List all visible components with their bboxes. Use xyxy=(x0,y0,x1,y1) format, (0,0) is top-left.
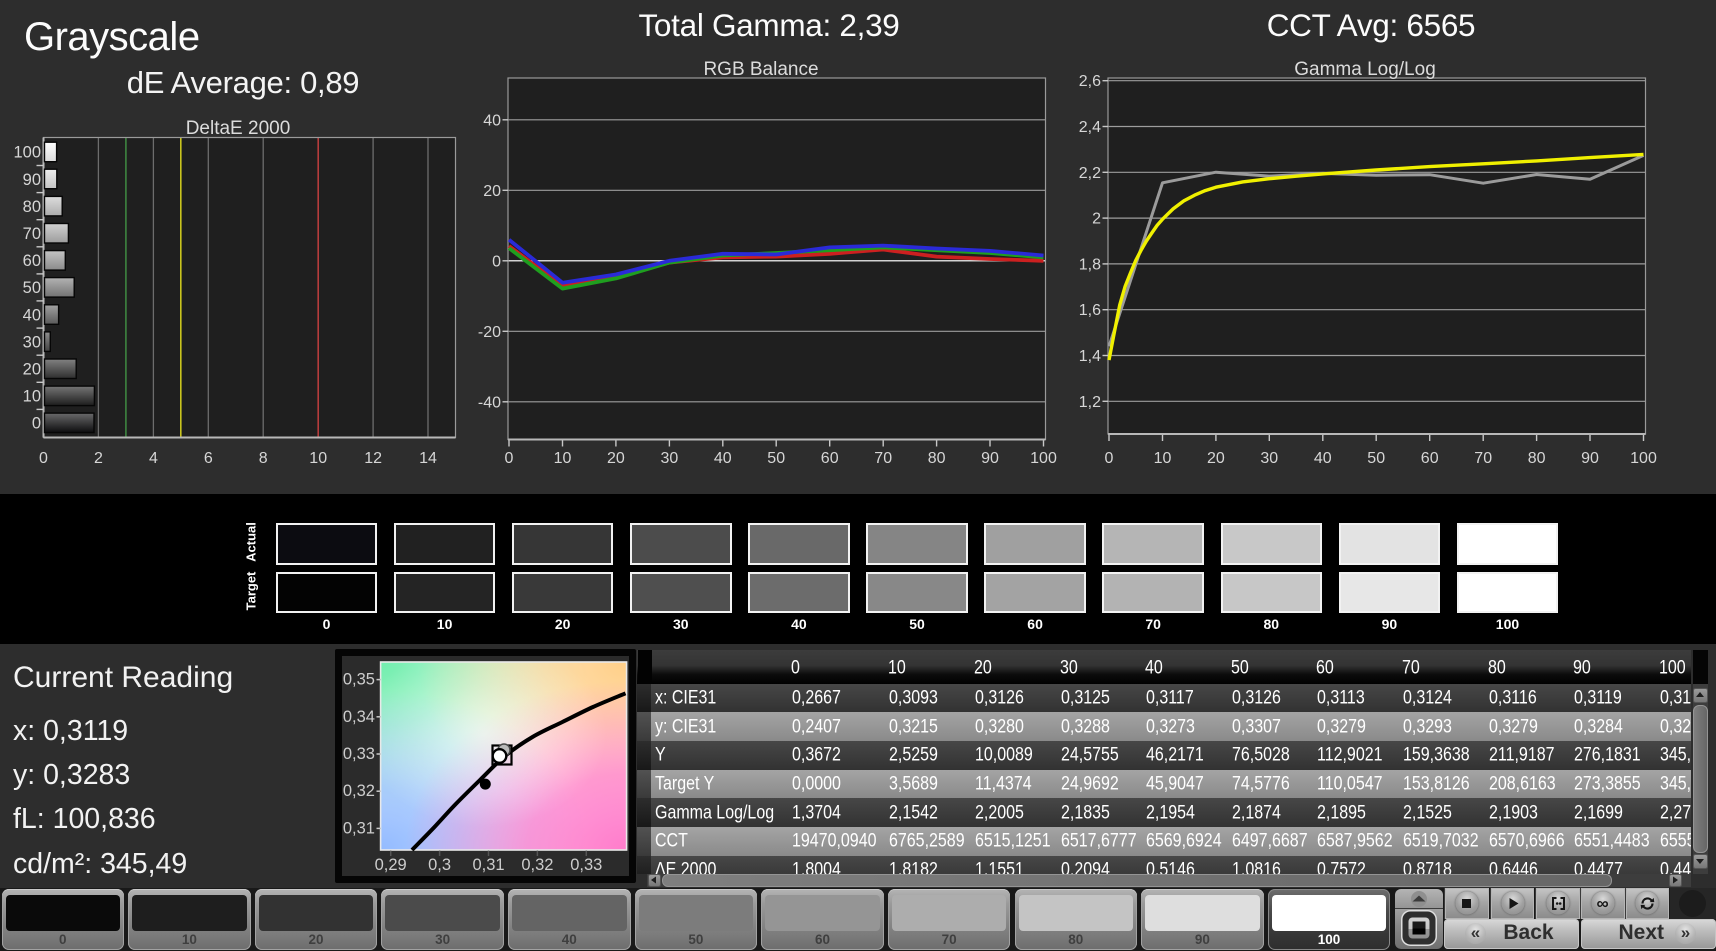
svg-text:100: 100 xyxy=(1030,450,1057,467)
svg-text:0,35: 0,35 xyxy=(343,671,375,689)
svg-text:1,4: 1,4 xyxy=(1079,348,1101,365)
svg-text:60: 60 xyxy=(23,252,41,270)
svg-text:30: 30 xyxy=(661,450,679,467)
svg-text:50: 50 xyxy=(767,450,785,467)
svg-text:2,2: 2,2 xyxy=(1079,165,1101,182)
svg-text:12: 12 xyxy=(364,450,382,467)
svg-text:40: 40 xyxy=(483,112,501,129)
svg-text:8: 8 xyxy=(259,450,268,467)
svg-text:0,33: 0,33 xyxy=(570,856,602,874)
svg-text:0: 0 xyxy=(39,450,48,467)
svg-text:10: 10 xyxy=(554,450,572,467)
svg-text:80: 80 xyxy=(1528,450,1546,467)
svg-text:∞: ∞ xyxy=(1597,894,1609,913)
svg-text:Gamma Log/Log: Gamma Log/Log xyxy=(1294,59,1436,80)
svg-text:0,32: 0,32 xyxy=(521,856,553,874)
svg-text:50: 50 xyxy=(23,279,41,297)
svg-text:0: 0 xyxy=(32,415,41,433)
svg-text:100: 100 xyxy=(13,144,41,162)
svg-text:0,3: 0,3 xyxy=(428,856,451,874)
svg-text:80: 80 xyxy=(928,450,946,467)
svg-text:0: 0 xyxy=(492,253,501,270)
svg-text:0: 0 xyxy=(505,450,514,467)
svg-text:30: 30 xyxy=(1260,450,1278,467)
svg-text:10: 10 xyxy=(309,450,327,467)
svg-text:10: 10 xyxy=(23,388,41,406)
svg-text:2,6: 2,6 xyxy=(1079,73,1101,90)
svg-text:20: 20 xyxy=(607,450,625,467)
svg-text:40: 40 xyxy=(23,306,41,324)
svg-text:40: 40 xyxy=(1314,450,1332,467)
svg-text:0,29: 0,29 xyxy=(375,856,407,874)
svg-text:2: 2 xyxy=(94,450,103,467)
svg-text:60: 60 xyxy=(821,450,839,467)
svg-text:CCT Avg: 6565: CCT Avg: 6565 xyxy=(1267,7,1476,43)
svg-text:0,34: 0,34 xyxy=(343,708,375,726)
svg-text:4: 4 xyxy=(149,450,158,467)
svg-text:0,33: 0,33 xyxy=(343,745,375,763)
svg-text:0,32: 0,32 xyxy=(343,782,375,800)
svg-text:Total Gamma: 2,39: Total Gamma: 2,39 xyxy=(638,7,899,43)
svg-text:80: 80 xyxy=(23,198,41,216)
svg-text:-20: -20 xyxy=(478,324,501,341)
svg-text:90: 90 xyxy=(23,171,41,189)
svg-text:100: 100 xyxy=(1630,450,1657,467)
svg-text:70: 70 xyxy=(23,225,41,243)
svg-text:0: 0 xyxy=(1105,450,1114,467)
svg-text:dE Average: 0,89: dE Average: 0,89 xyxy=(127,65,359,100)
svg-text:1,8: 1,8 xyxy=(1079,256,1101,273)
svg-text:10: 10 xyxy=(1154,450,1172,467)
svg-text:20: 20 xyxy=(23,361,41,379)
svg-text:20: 20 xyxy=(483,183,501,200)
svg-text:20: 20 xyxy=(1207,450,1225,467)
svg-text:1,2: 1,2 xyxy=(1079,394,1101,411)
svg-text:0,31: 0,31 xyxy=(472,856,504,874)
svg-text:2,4: 2,4 xyxy=(1079,119,1101,136)
svg-text:30: 30 xyxy=(23,333,41,351)
svg-text:70: 70 xyxy=(874,450,892,467)
svg-text:60: 60 xyxy=(1421,450,1439,467)
svg-text:DeltaE 2000: DeltaE 2000 xyxy=(186,118,291,139)
svg-text:14: 14 xyxy=(419,450,437,467)
svg-text:90: 90 xyxy=(981,450,999,467)
svg-text:0,31: 0,31 xyxy=(343,819,375,837)
svg-text:6: 6 xyxy=(204,450,213,467)
svg-text:90: 90 xyxy=(1581,450,1599,467)
svg-text:Grayscale: Grayscale xyxy=(24,15,200,59)
svg-text:1,6: 1,6 xyxy=(1079,302,1101,319)
svg-text:RGB Balance: RGB Balance xyxy=(703,59,818,80)
svg-text:-40: -40 xyxy=(478,394,501,411)
svg-text:70: 70 xyxy=(1474,450,1492,467)
svg-text:2: 2 xyxy=(1092,211,1101,228)
svg-text:40: 40 xyxy=(714,450,732,467)
svg-text:50: 50 xyxy=(1367,450,1385,467)
